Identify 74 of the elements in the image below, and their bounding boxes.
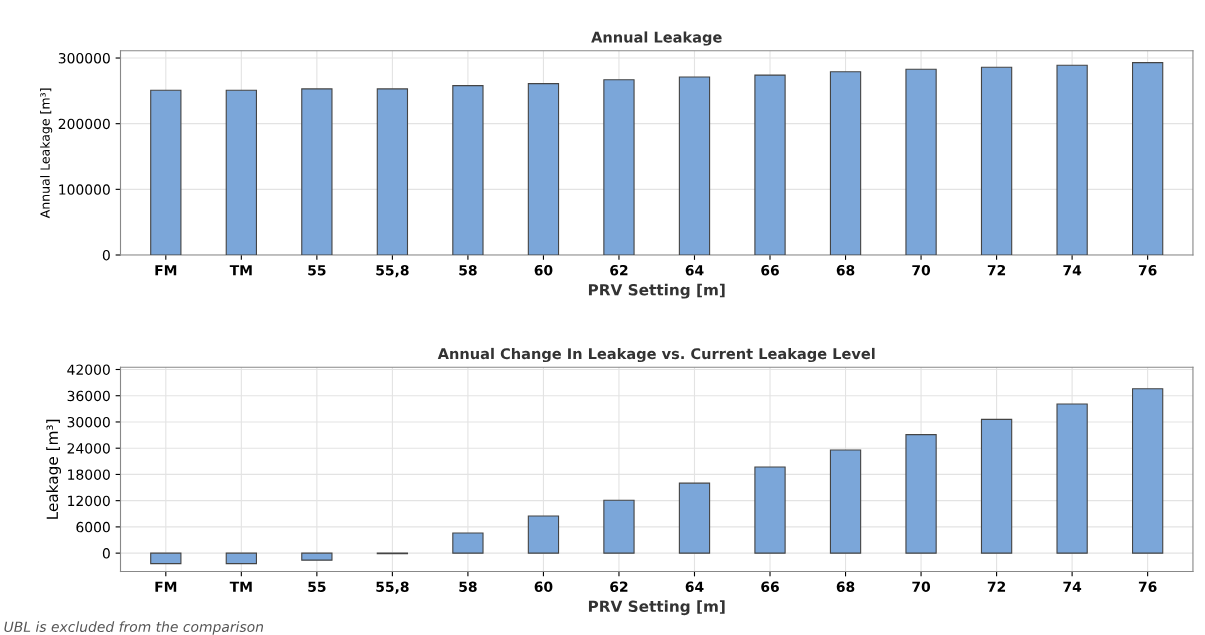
- x-tick-label: 66: [761, 264, 779, 276]
- y-tick-label: 12000: [68, 495, 110, 507]
- x-tick-label: 72: [987, 581, 1006, 592]
- x-tick-label: 55,8: [376, 581, 409, 594]
- y-tick-label: 24000: [67, 443, 110, 454]
- bar: [225, 89, 257, 255]
- bar: [603, 79, 635, 255]
- bar: [527, 515, 560, 554]
- bar: [603, 499, 635, 554]
- y-tick-label: 100000: [59, 184, 110, 195]
- x-tick-label: 70: [912, 264, 931, 276]
- bar: [980, 66, 1013, 255]
- bar: [829, 449, 862, 554]
- y-tick-label: 6000: [76, 521, 110, 533]
- bar: [150, 89, 182, 255]
- y-tick-label: 30000: [67, 416, 110, 428]
- x-tick-label: FM: [155, 265, 177, 276]
- bar: [1131, 62, 1164, 255]
- x-axis-title: PRV Setting [m]: [588, 283, 725, 299]
- x-tick-label: 76: [1138, 264, 1157, 276]
- x-tick-label: 62: [610, 264, 628, 276]
- x-tick-label: 60: [534, 581, 553, 592]
- y-tick-label: 300000: [58, 52, 110, 64]
- bar: [452, 532, 484, 554]
- x-tick-label: FM: [155, 581, 177, 592]
- bar: [376, 88, 409, 255]
- x-tick-label: TM: [229, 265, 252, 276]
- bar: [754, 74, 786, 255]
- x-tick-label: 68: [836, 581, 855, 592]
- bar: [754, 466, 786, 554]
- y-tick-label: 36000: [67, 390, 110, 402]
- x-tick-label: 62: [610, 581, 628, 592]
- y-tick-label: 18000: [68, 469, 110, 480]
- x-tick-label: 58: [459, 581, 477, 592]
- x-tick-label: 58: [459, 264, 477, 276]
- x-tick-label: 55: [308, 581, 326, 592]
- bar: [527, 83, 560, 255]
- text: UBL is excluded from the comparison: [4, 621, 264, 635]
- x-tick-label: 74: [1063, 581, 1082, 592]
- x-tick-label: TM: [229, 581, 252, 592]
- bar: [1056, 64, 1088, 255]
- y-tick-label: 0: [102, 548, 110, 559]
- bar: [678, 482, 711, 554]
- bar: [1131, 388, 1164, 554]
- bar: [980, 418, 1013, 554]
- bar: [301, 552, 333, 561]
- x-tick-label: 64: [685, 264, 704, 276]
- x-tick-label: 55,8: [376, 264, 409, 278]
- chart-title: Annual Change In Leakage vs. Current Leakage Level: [437, 347, 875, 363]
- x-tick-label: 68: [836, 264, 855, 276]
- bar: [452, 85, 484, 255]
- y-tick-label: 0: [102, 249, 110, 261]
- bar: [150, 552, 182, 565]
- x-axis-title: PRV Setting [m]: [588, 600, 725, 616]
- x-tick-label: 55: [308, 265, 326, 276]
- bar: [225, 552, 257, 565]
- bar: [678, 76, 711, 255]
- x-tick-label: 64: [685, 581, 704, 592]
- y-tick-label: 200000: [58, 118, 110, 130]
- x-tick-label: 70: [912, 581, 931, 592]
- bar: [1056, 403, 1088, 554]
- chart-title: Annual Leakage: [591, 31, 722, 46]
- x-tick-label: 66: [761, 581, 779, 592]
- x-tick-label: 76: [1138, 581, 1157, 592]
- x-tick-label: 74: [1063, 265, 1082, 276]
- bar: [301, 88, 333, 255]
- x-tick-label: 60: [534, 264, 553, 276]
- bar: [905, 434, 937, 554]
- bar: [905, 68, 937, 255]
- y-axis-title: Leakage [m³]: [46, 419, 62, 519]
- y-axis-title: Annual Leakage [m³]: [40, 88, 53, 219]
- x-tick-label: 72: [987, 264, 1006, 276]
- bar: [829, 71, 862, 255]
- y-tick-label: 42000: [67, 364, 110, 375]
